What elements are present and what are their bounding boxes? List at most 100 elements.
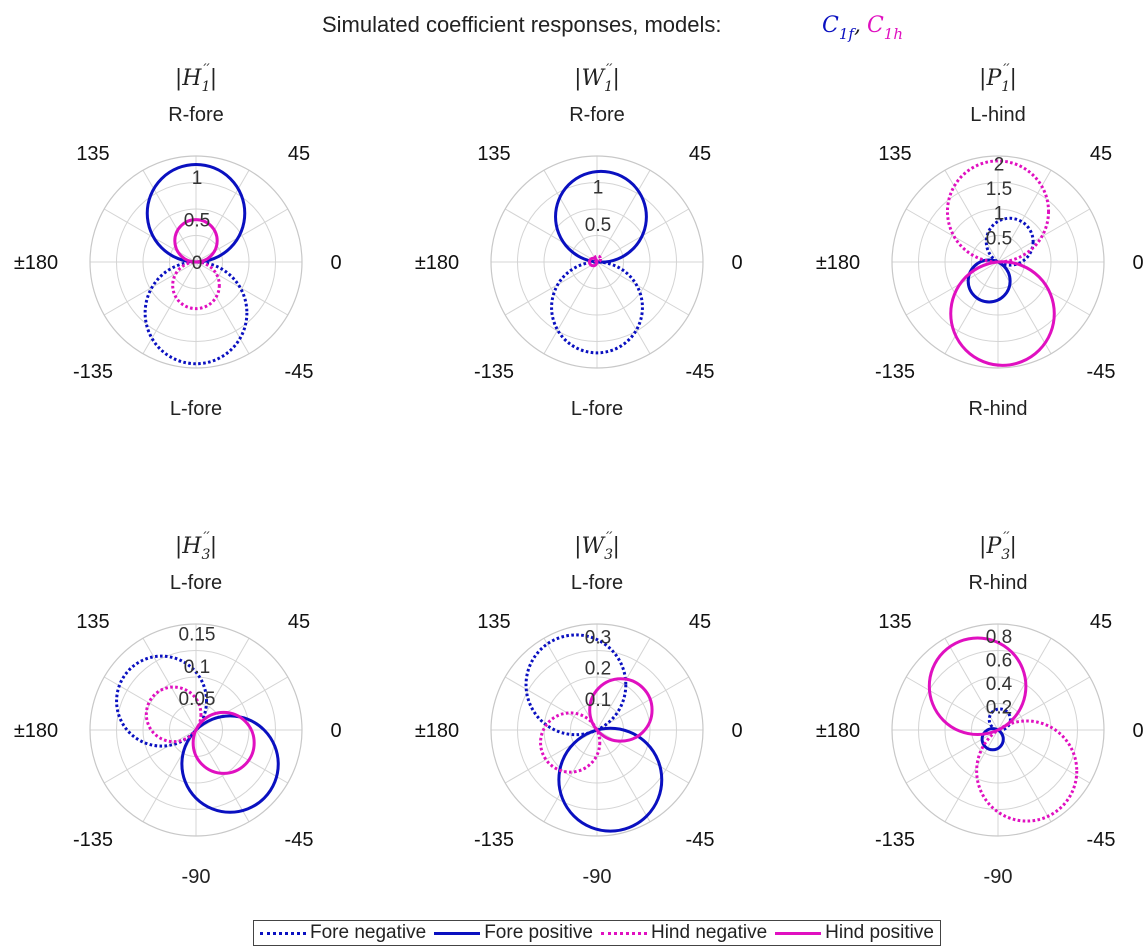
r-tick-label: 0 [192,253,203,274]
angle-label-minus-135: -135 [73,829,113,851]
series-hind-negative [975,719,1079,823]
panel-title-part: 3 [201,547,210,563]
angle-label-minus-45: -45 [1087,829,1116,851]
panel-title-part: P [985,534,1002,559]
angle-label-180: ±180 [816,252,860,274]
panel-title: |W3′′| [574,530,620,563]
angle-label-minus-45: -45 [686,361,715,383]
angle-label-minus-45: -45 [285,361,314,383]
angle-label-minus-135: -135 [875,361,915,383]
outer-circle [891,623,1105,837]
angle-label-minus-45: -45 [285,829,314,851]
r-tick-label: 0.8 [986,627,1012,648]
series-fore-negative [984,216,1035,267]
r-tick-label: 0.2 [986,697,1012,718]
panel-title-part: ′′ [203,62,210,78]
panel-title-part: ′′ [1003,62,1010,78]
panel-title-part: | [175,534,182,559]
angle-label-135: 135 [477,143,510,165]
series-fore-positive [980,727,1005,752]
panel-title: |P1′′| [979,62,1017,95]
angle-label-135: 135 [878,143,911,165]
series-fore-negative [550,260,644,355]
r-tick-label: 2 [994,154,1005,175]
r-tick-label: 0.5 [585,215,611,236]
r-tick-label: 0.6 [986,650,1012,671]
series-hind-negative [171,260,221,311]
panel-title-part: ′′ [606,530,613,546]
top-direction-label: L-fore [170,572,222,594]
panel-title-part: 3 [604,547,613,563]
angle-label-45: 45 [1090,143,1112,165]
legend-label: Hind negative [650,922,768,943]
panel-title-part: | [612,534,619,559]
legend-swatch [775,931,822,935]
legend-swatch [260,931,306,935]
panel-title-part: 3 [1001,547,1010,563]
angle-label-minus-45: -45 [686,829,715,851]
bottom-direction-label: L-fore [571,398,623,420]
series-hind-positive [191,710,256,775]
panel-title-part: W [582,534,607,559]
r-tick-label: 0.05 [179,689,216,710]
bottom-direction-label: -90 [182,866,211,888]
legend-label: Hind positive [825,922,934,943]
angle-label-135: 135 [76,611,109,633]
top-direction-label: R-fore [168,104,224,126]
angle-label-180: ±180 [14,720,58,742]
series-fore-positive [180,714,280,814]
polar-panel-5: 0.1 0.2 0.3 135 45 ±180 0 -135 -45 L-fore -90 |W3′′… [415,530,743,888]
series-fore-negative [115,654,209,748]
outer-circle [490,155,704,369]
angle-label-minus-135: -135 [474,829,514,851]
legend-item: Fore positive [434,922,593,944]
panel-title: |H1′′| [175,62,217,95]
model-1-label: C [822,13,839,38]
figure-model-labels: C1f, C1h [822,13,903,43]
legend-item: Fore negative [260,922,426,944]
panel-title: |H3′′| [175,530,217,563]
panel-title-part: P [985,66,1002,91]
r-tick-label: 0.1 [184,657,210,678]
angle-label-minus-135: -135 [73,361,113,383]
panel-title-part: | [574,66,581,91]
angle-label-135: 135 [878,611,911,633]
bottom-direction-label: R-hind [969,398,1028,420]
angle-label-180: ±180 [14,252,58,274]
r-tick-label: 1.5 [986,179,1012,200]
r-tick-label: 0.5 [986,228,1012,249]
panel-title-part: ′′ [203,530,210,546]
top-direction-label: L-fore [571,572,623,594]
panel-title-part: | [1010,66,1017,91]
r-tick-label: 0.2 [585,659,611,680]
angle-label-0: 0 [1132,252,1143,274]
series-fore-negative [143,260,249,366]
angle-label-180: ±180 [415,720,459,742]
outer-circle [891,155,1105,369]
outer-circle [89,623,303,837]
r-tick-label: 0.15 [179,625,216,646]
legend-label: Fore positive [484,922,593,943]
angle-label-0: 0 [1132,720,1143,742]
angle-label-0: 0 [731,252,742,274]
r-tick-label: 0.1 [585,690,611,711]
angle-label-minus-135: -135 [875,829,915,851]
model-1-subscript: 1f [839,25,857,43]
panel-title-part: ′′ [606,62,613,78]
panel-title-part: 1 [201,79,210,95]
r-tick-label: 1 [593,177,604,198]
top-direction-label: R-fore [569,104,625,126]
figure-title: Simulated coefficient responses, models: [322,12,721,37]
series-hind-positive [927,636,1028,737]
model-2-label: C [867,13,884,38]
r-tick-label: 0.5 [184,211,210,232]
angle-label-45: 45 [689,143,711,165]
legend-swatch [434,931,481,935]
panel-title-part: | [210,66,217,91]
series-hind-positive [949,260,1056,367]
panel-title-part: H [181,534,202,559]
panel-title-part: 1 [604,79,613,95]
